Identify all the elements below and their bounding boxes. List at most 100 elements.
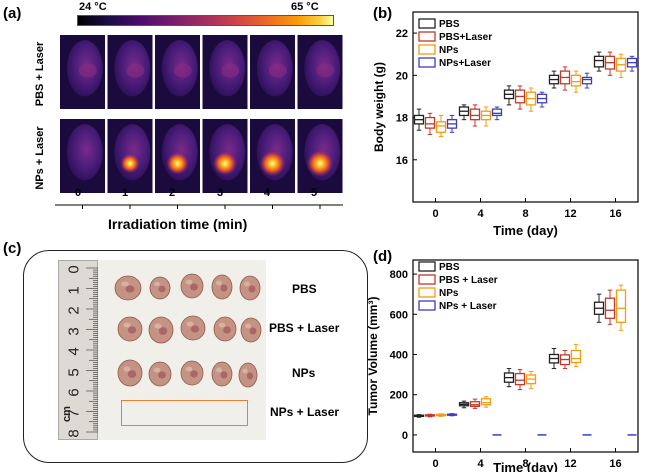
legend-swatch [418, 287, 436, 298]
legend-swatch [418, 274, 436, 285]
tumor-vessel [190, 325, 200, 333]
y-tick-label: 0 [402, 430, 408, 442]
tumor-highlight [216, 367, 222, 373]
ruler-ticks [86, 267, 98, 433]
tumor-vessel [158, 327, 168, 335]
legend-swatch [418, 261, 436, 272]
ruler-number: 2 [65, 306, 83, 315]
tumor-volume-chart: 0 200 400 600 800 0 4 8 12 16 Time (day) Tumor Volu… [366, 259, 639, 472]
tumor-specimen [240, 317, 262, 343]
thermal-hotspot [120, 153, 140, 173]
box-iqr [469, 401, 481, 408]
x-axis-label: Time (day) [493, 223, 558, 238]
box-nps [615, 284, 627, 331]
tumor-specimen [148, 361, 172, 387]
tumor-vessel [127, 326, 137, 334]
tumor-vessel [127, 370, 137, 378]
tumor-vessel [158, 371, 166, 379]
thermal-warm-area [78, 63, 97, 78]
time-label: 2 [169, 187, 176, 199]
legend-swatch [418, 31, 436, 42]
box-pbs-laser [424, 112, 436, 135]
y-axis-label: Tumor Volume (mm³) [366, 297, 380, 416]
y-axis-label: Body weight (g) [372, 62, 386, 152]
tumor-vessel [220, 284, 228, 292]
thermal-warm-area [221, 63, 240, 78]
box-pbs [548, 70, 560, 89]
box-nps-laser [491, 106, 503, 121]
time-label: 5 [311, 187, 318, 199]
box-iqr [435, 121, 447, 133]
tumor-specimen [117, 359, 143, 387]
tumor-vessel [125, 285, 135, 293]
box-pbs-laser [514, 369, 526, 391]
thermal-hotspot [259, 150, 286, 177]
box-nps [435, 413, 447, 417]
y-tick-label: 16 [396, 155, 408, 167]
tumor-specimen [211, 274, 233, 300]
thermal-warm-area [126, 63, 145, 78]
tumor-vessel [249, 327, 257, 335]
box-iqr [424, 116, 436, 129]
tumor-vessel [190, 283, 198, 291]
empty-group-box [121, 400, 248, 426]
thermal-warm-area [173, 63, 192, 78]
box-nps [615, 53, 627, 78]
row-label-pbs-laser: PBS + Laser [34, 41, 46, 107]
box-pbs [458, 104, 470, 121]
box-iqr [581, 76, 593, 85]
box-nps-laser [446, 114, 458, 133]
thermal-hotspot [166, 152, 189, 175]
box-pbs-laser [604, 51, 616, 76]
tumor-vessel [158, 285, 166, 293]
legend-label: PBS [439, 262, 460, 273]
legend-swatch [418, 57, 436, 68]
tumor-highlight [245, 323, 251, 329]
box-pbs [503, 85, 515, 106]
ruler-number: 8 [65, 429, 83, 438]
group-label-nps-laser: NPs + Laser [270, 405, 340, 419]
panel-d-label: (d) [373, 248, 393, 265]
thermal-warm-area [316, 63, 335, 78]
thermal-warm-area [268, 63, 287, 78]
mouse-silhouette [66, 124, 103, 181]
tumor-highlight [123, 366, 131, 372]
x-tick-label: 8 [522, 458, 528, 470]
legend-label: NPs+Laser [439, 58, 491, 69]
y-tick-label: 800 [390, 269, 408, 281]
thermal-hotspot [306, 150, 334, 177]
tumor-highlight [242, 368, 248, 374]
tumor-specimen [149, 276, 171, 300]
tumor-specimens [114, 273, 262, 388]
box-nps [480, 396, 492, 408]
x-tick-label: 8 [522, 208, 528, 220]
tumor-specimen [211, 361, 233, 387]
box-nps [525, 371, 537, 390]
x-tick-label: 0 [432, 458, 438, 470]
x-tick-label: 16 [609, 458, 621, 470]
tumor-vessel [223, 326, 231, 334]
box-pbs-laser [604, 289, 616, 325]
box-pbs-laser [469, 104, 481, 127]
panel-c-label: (c) [3, 240, 22, 257]
box-iqr [593, 55, 605, 68]
y-tick-label: 400 [390, 349, 408, 361]
y-tick-label: 20 [396, 70, 408, 82]
box-iqr [469, 108, 481, 121]
box-iqr [514, 372, 526, 386]
box-pbs [503, 368, 515, 388]
tumor-vessel [220, 371, 228, 379]
box-pbs [593, 51, 605, 72]
legend-label: PBS [439, 19, 460, 30]
thermal-colorbar [77, 15, 334, 26]
tumor-highlight [186, 321, 194, 327]
ruler-number: 0 [65, 265, 83, 274]
tumor-highlight [154, 323, 162, 329]
x-tick-label: 12 [564, 208, 576, 220]
tumor-highlight [216, 280, 222, 286]
legend-label: PBS+Laser [439, 32, 492, 43]
box-pbs [593, 293, 605, 323]
tumor-highlight [185, 279, 193, 285]
tumor-highlight [153, 367, 161, 373]
tumor-highlight [123, 322, 131, 328]
